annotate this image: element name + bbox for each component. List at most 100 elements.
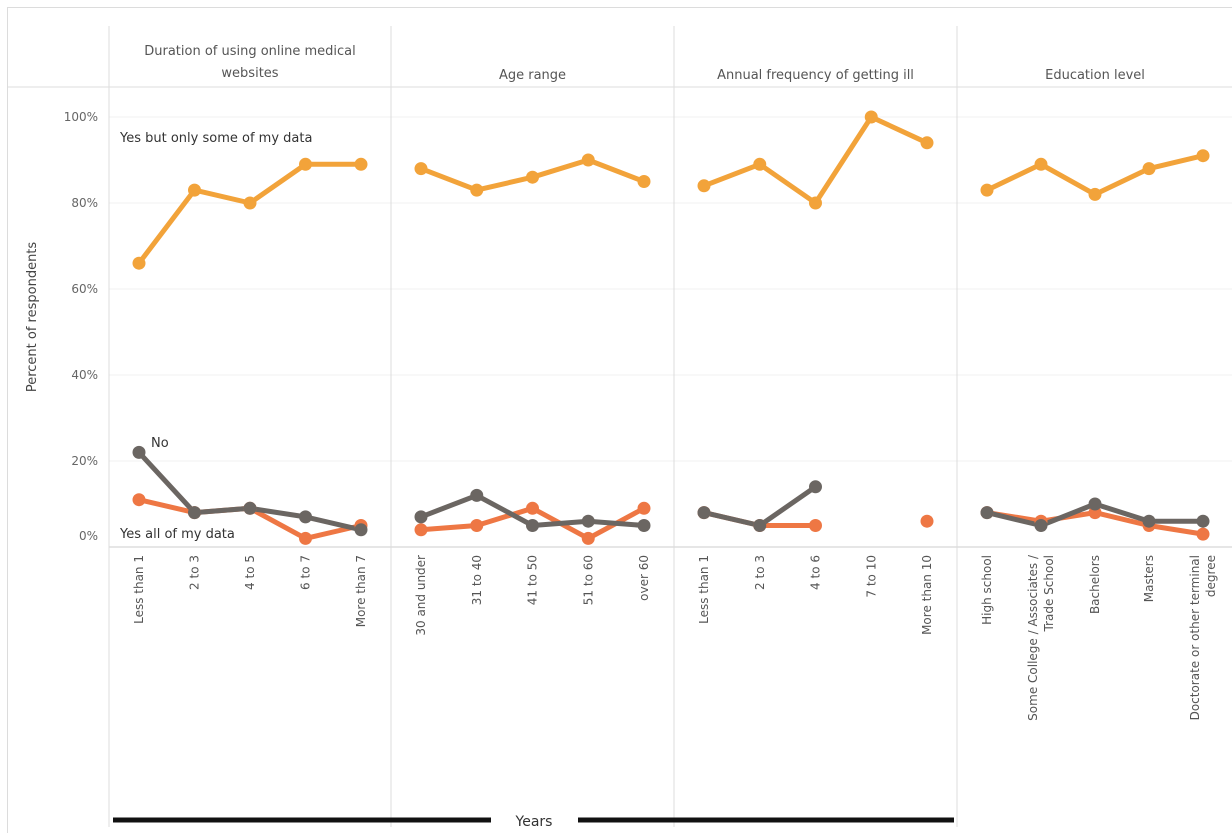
category-label: More than 10	[920, 555, 934, 635]
data-point-no	[1196, 514, 1210, 528]
data-point-no	[753, 519, 767, 532]
category-label: 2 to 3	[188, 555, 202, 590]
x-axis-title-group: Years	[113, 814, 954, 830]
data-point-yes-some	[753, 157, 767, 171]
data-point-yes-some	[1196, 149, 1210, 163]
category-tick-label: Some College / Associates /	[1026, 554, 1040, 721]
category-label: Some College / Associates / Trade School	[1026, 554, 1056, 721]
category-tick-label: Less than 1	[697, 555, 711, 624]
category-tick-label: More than 7	[354, 555, 368, 627]
category-label: 2 to 3	[753, 555, 767, 590]
category-tick-label: More than 10	[920, 555, 934, 635]
category-label: Less than 1	[132, 555, 146, 624]
data-point-yes-some	[637, 175, 651, 188]
data-point-yes-some	[243, 196, 257, 210]
data-point-no	[809, 480, 822, 494]
category-tick-label: Masters	[1142, 555, 1156, 602]
data-point-yes-some	[470, 183, 484, 197]
category-label: 4 to 6	[809, 555, 823, 590]
data-point-no	[414, 510, 428, 524]
data-point-no	[697, 506, 711, 520]
category-label: More than 7	[354, 555, 368, 627]
data-point-yes-all	[526, 501, 539, 515]
data-point-yes-all	[1196, 527, 1210, 541]
panel-title: Annual frequency of getting ill	[717, 68, 914, 83]
gridlines	[8, 26, 1232, 827]
data-point-yes-some	[414, 162, 428, 176]
category-label: 4 to 5	[243, 555, 257, 590]
series-annotations: Yes but only some of my data No Yes all …	[119, 131, 312, 542]
data-point-yes-some	[1034, 157, 1048, 171]
y-tick-label: 60%	[71, 282, 98, 296]
data-point-no	[470, 488, 484, 502]
panel-title: Education level	[1045, 68, 1145, 83]
category-label: High school	[980, 555, 994, 625]
data-point-yes-some	[1088, 187, 1102, 201]
data-point-yes-some	[920, 136, 934, 150]
data-point-yes-some	[526, 170, 539, 184]
data-point-no	[637, 519, 651, 532]
category-tick-label: Bachelors	[1088, 555, 1102, 614]
y-tick-label: 80%	[71, 196, 98, 210]
panel-title: Age range	[499, 68, 566, 83]
data-point-yes-some	[980, 183, 994, 197]
category-tick-label: 7 to 10	[864, 555, 878, 598]
line-chart: Duration of using online medical websites…	[8, 26, 1232, 830]
category-tick-label: 51 to 60	[581, 555, 595, 605]
category-labels: Less than 1 2 to 3 4 to 5 6 to 7 More than 7…	[132, 554, 1218, 721]
data-point-yes-some	[354, 157, 368, 171]
series-line-yes-some	[701, 114, 930, 206]
panel-title: Duration of using online medical	[144, 44, 356, 59]
annotation-no: No	[151, 436, 169, 451]
data-point-yes-all	[920, 514, 934, 528]
category-tick-label: Less than 1	[132, 555, 146, 624]
data-point-no	[188, 506, 201, 520]
category-tick-label: 31 to 40	[470, 555, 484, 605]
data-point-yes-some	[188, 183, 201, 197]
data-point-yes-some	[809, 196, 822, 210]
y-axis-title: Percent of respondents	[25, 242, 40, 393]
data-point-yes-some	[1142, 162, 1156, 176]
y-tick-label: 20%	[71, 454, 98, 468]
data-point-no	[1142, 514, 1156, 528]
data-point-yes-all	[809, 519, 822, 532]
category-label: Masters	[1142, 555, 1156, 602]
panel-title: websites	[221, 66, 278, 81]
category-tick-label: 30 and under	[414, 555, 428, 636]
series-points	[132, 110, 1210, 545]
category-label: Bachelors	[1088, 555, 1102, 614]
series-line-yes-some	[136, 161, 364, 266]
data-point-no	[243, 501, 257, 515]
data-point-yes-all	[299, 531, 312, 545]
category-label: 7 to 10	[864, 555, 878, 598]
data-point-yes-some	[581, 153, 595, 167]
category-tick-label: over 60	[637, 555, 651, 601]
category-label: 6 to 7	[299, 555, 313, 590]
category-tick-label: degree	[1204, 555, 1218, 597]
category-tick-label: 41 to 50	[526, 555, 540, 605]
category-label: Doctorate or other terminal degree	[1188, 555, 1218, 720]
data-point-yes-some	[132, 256, 146, 270]
panel-headers: Duration of using online medical websites…	[144, 44, 1145, 83]
chart-frame: Duration of using online medical websites…	[7, 7, 1232, 833]
series-lines	[136, 114, 1206, 541]
y-tick-label: 0%	[79, 529, 98, 543]
y-tick-label: 40%	[71, 368, 98, 382]
data-point-no	[1088, 497, 1102, 511]
category-tick-label: 2 to 3	[188, 555, 202, 590]
data-point-yes-all	[470, 519, 484, 532]
data-point-no	[299, 510, 312, 524]
data-point-no	[581, 514, 595, 528]
category-tick-label: 6 to 7	[299, 555, 313, 590]
data-point-no	[354, 523, 368, 537]
category-label: 31 to 40	[470, 555, 484, 605]
data-point-no	[132, 445, 146, 459]
category-tick-label: 2 to 3	[753, 555, 767, 590]
category-tick-label: 4 to 6	[809, 555, 823, 590]
category-tick-label: High school	[980, 555, 994, 625]
category-label: Less than 1	[697, 555, 711, 624]
data-point-yes-all	[132, 493, 146, 507]
category-label: over 60	[637, 555, 651, 601]
annotation-yes-some: Yes but only some of my data	[119, 131, 312, 146]
category-label: 30 and under	[414, 555, 428, 636]
